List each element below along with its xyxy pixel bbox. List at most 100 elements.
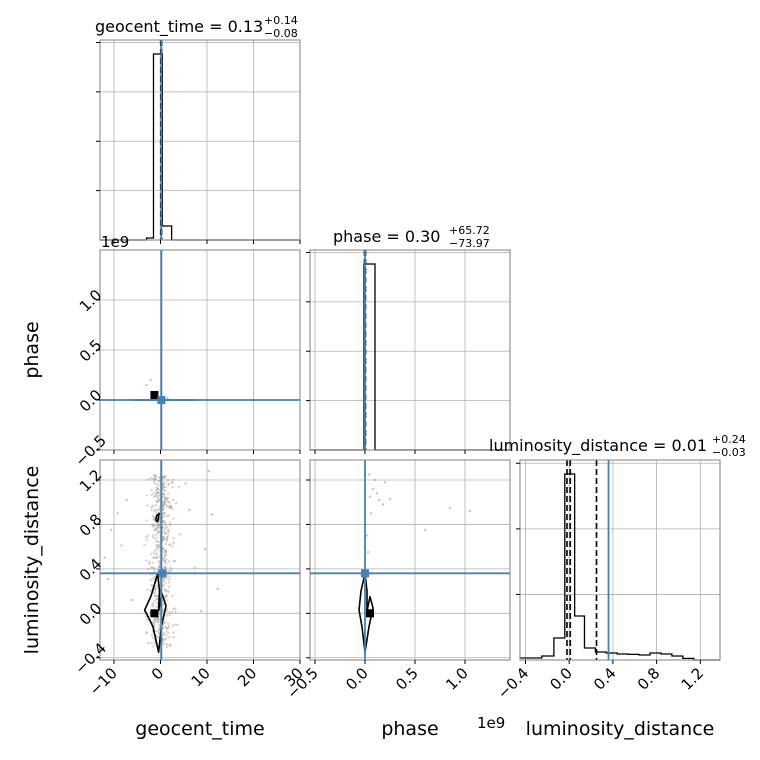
sample-point xyxy=(165,633,168,637)
sample-point xyxy=(154,618,157,621)
sample-point xyxy=(155,540,158,543)
sample-point xyxy=(165,503,168,507)
sample-point xyxy=(164,626,168,630)
sample-point xyxy=(145,632,148,635)
sample-point xyxy=(388,497,392,501)
sample-point xyxy=(150,488,153,492)
luminosity-distance-y-tick-label: 0.4 xyxy=(76,555,106,585)
sample-point xyxy=(162,475,165,479)
sample-point xyxy=(156,617,159,620)
sample-point xyxy=(156,547,160,551)
sample-point xyxy=(168,644,171,647)
sample-point xyxy=(164,590,167,593)
sample-point xyxy=(155,491,158,494)
sample-point xyxy=(153,525,156,528)
sample-point xyxy=(152,491,155,494)
ld-phase-median-marker xyxy=(366,609,374,618)
sample-point xyxy=(157,499,161,502)
sample-point xyxy=(166,534,170,538)
sample-point xyxy=(153,599,156,603)
sample-point xyxy=(166,622,170,625)
sample-point xyxy=(150,505,153,509)
sample-point xyxy=(188,508,191,512)
sample-point xyxy=(163,502,166,506)
sample-point xyxy=(152,517,155,521)
sample-point xyxy=(152,645,155,648)
sample-point xyxy=(146,568,150,571)
sample-point xyxy=(162,643,166,646)
sample-point xyxy=(163,555,167,558)
sample-point xyxy=(156,497,160,500)
sample-point xyxy=(162,503,166,506)
sample-point xyxy=(193,566,197,569)
sample-point xyxy=(166,626,170,630)
sample-point xyxy=(168,523,172,527)
sample-point xyxy=(125,498,128,502)
luminosity-distance-vs-geocent-time-panel: −10 0 10 20 30−0.40.00.40.81.2 xyxy=(71,459,307,699)
sample-point xyxy=(164,549,168,553)
sample-point xyxy=(157,630,160,633)
sample-point xyxy=(165,609,168,613)
sample-point xyxy=(165,538,169,541)
sample-point xyxy=(153,568,156,571)
geocent-time-title-plus: +0.14 xyxy=(264,14,298,27)
sample-point xyxy=(167,581,171,584)
sample-point xyxy=(152,618,156,621)
sample-point xyxy=(156,492,160,495)
sample-point xyxy=(145,519,148,522)
sample-point xyxy=(157,531,160,534)
sample-point xyxy=(163,565,166,569)
sample-point xyxy=(165,608,169,611)
luminosity-distance-vs-phase-panel: −0.5 0.0 0.5 1.0 xyxy=(283,459,511,703)
sample-point xyxy=(164,526,167,529)
sample-point xyxy=(151,536,155,539)
sample-point xyxy=(373,478,377,482)
phase-y-tick-label: 0.0 xyxy=(76,386,106,416)
geocent-time-x-tick-label: 0 xyxy=(148,664,167,683)
sample-point xyxy=(150,641,153,645)
sample-point xyxy=(167,529,170,532)
sample-point xyxy=(147,562,151,566)
sample-point xyxy=(162,577,165,580)
sample-point xyxy=(167,631,170,634)
phase-geocent-truth-marker xyxy=(157,396,166,404)
sample-point xyxy=(154,629,158,633)
sample-point xyxy=(156,619,159,622)
phase-x-tick-label: 0.5 xyxy=(392,664,422,694)
sample-point xyxy=(103,556,106,559)
sample-point xyxy=(167,506,171,509)
phase-histogram-panel xyxy=(306,249,511,454)
sample-point xyxy=(158,530,161,534)
sample-point xyxy=(164,562,168,565)
sample-point xyxy=(163,495,166,499)
sample-point xyxy=(156,635,159,639)
sample-point xyxy=(149,378,152,382)
sample-point xyxy=(155,474,158,477)
sample-point xyxy=(165,595,168,598)
phase-geocent-median-marker xyxy=(150,391,159,399)
sample-point xyxy=(153,619,156,623)
sample-point xyxy=(149,579,152,582)
sample-point xyxy=(162,584,165,587)
sample-point xyxy=(164,485,168,489)
sample-point xyxy=(154,511,157,514)
sample-point xyxy=(162,556,165,559)
sample-point xyxy=(170,507,174,510)
sample-point xyxy=(172,536,175,540)
sample-point xyxy=(154,617,157,620)
sample-point xyxy=(158,560,161,564)
sample-point xyxy=(156,618,159,621)
sample-point xyxy=(179,533,182,536)
sample-point xyxy=(365,534,369,537)
sample-point xyxy=(145,494,148,497)
luminosity-distance-y-tick-label: 0.8 xyxy=(76,510,106,540)
ld-vs-geocent-time-plot-area xyxy=(100,460,300,660)
sample-point xyxy=(162,626,165,629)
sample-point xyxy=(116,512,119,515)
sample-point xyxy=(167,531,170,535)
sample-point xyxy=(162,486,165,489)
sample-point xyxy=(174,607,177,610)
sample-point xyxy=(173,559,177,563)
sample-point xyxy=(146,588,149,592)
sample-point xyxy=(448,506,452,509)
